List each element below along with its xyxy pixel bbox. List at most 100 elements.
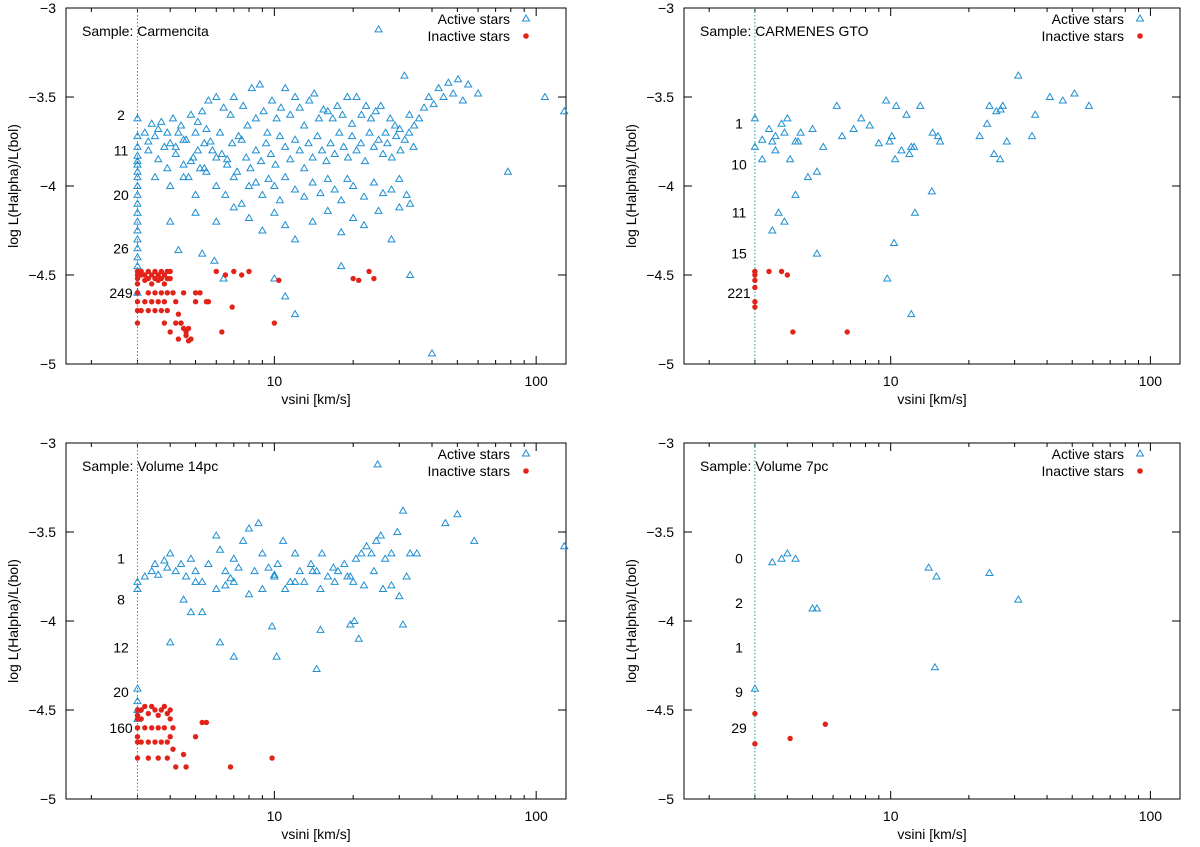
active-star-point	[930, 662, 940, 671]
active-star-point	[336, 195, 346, 204]
inactive-star-point	[178, 320, 184, 326]
active-star-point	[369, 142, 379, 150]
active-star-point	[171, 149, 181, 157]
inactive-star-point	[158, 707, 165, 713]
active-star-point	[796, 128, 806, 136]
active-star-point	[186, 110, 196, 118]
active-star-point	[394, 202, 404, 211]
count-label: 29	[731, 720, 747, 736]
active-star-point	[336, 261, 346, 270]
active-star-point	[150, 131, 160, 140]
inactive-star-point	[752, 268, 758, 275]
inactive-star-point	[246, 268, 252, 275]
active-star-point	[197, 106, 207, 115]
inactive-star-point	[145, 710, 152, 717]
inactive-star-point	[175, 311, 182, 317]
active-star-point	[453, 74, 463, 83]
x-tick-label: 100	[1139, 373, 1163, 389]
active-star-point	[211, 153, 221, 161]
active-star-point	[162, 163, 172, 172]
active-star-point	[193, 145, 203, 154]
inactive-star-point	[155, 725, 161, 731]
active-star-point	[995, 154, 1005, 163]
inactive-star-point	[183, 764, 189, 770]
active-star-point	[750, 684, 760, 692]
inactive-star-point	[142, 272, 148, 278]
active-star-point	[250, 566, 259, 575]
inactive-star-point	[213, 268, 219, 275]
active-star-point	[750, 113, 760, 122]
active-star-point	[275, 131, 285, 140]
active-star-point	[133, 684, 142, 692]
active-star-point	[328, 113, 338, 122]
active-star-point	[559, 106, 569, 115]
active-star-point	[439, 92, 448, 100]
legend-label-active: Active stars	[438, 446, 510, 462]
active-star-point	[229, 652, 239, 660]
active-star-point	[308, 566, 317, 575]
active-star-point	[133, 252, 142, 261]
active-star-point	[998, 101, 1008, 109]
inactive-star-point	[167, 268, 173, 275]
active-star-point	[330, 149, 340, 157]
active-star-point	[232, 167, 242, 175]
legend-marker-active	[1135, 14, 1145, 22]
inactive-star-point	[149, 299, 155, 305]
active-star-point	[345, 620, 355, 628]
active-star-point	[202, 167, 211, 175]
active-star-point	[376, 531, 386, 539]
count-label: 11	[732, 205, 747, 221]
active-star-point	[396, 145, 405, 154]
active-star-point	[133, 172, 142, 181]
inactive-star-point	[164, 290, 171, 296]
inactive-star-point	[134, 320, 141, 326]
active-star-point	[837, 131, 847, 140]
inactive-star-point	[161, 725, 168, 731]
active-star-point	[818, 142, 828, 150]
count-label: 1	[735, 640, 743, 656]
inactive-star-point	[152, 707, 158, 713]
active-star-point	[414, 113, 424, 122]
active-star-point	[400, 135, 410, 143]
active-star-point	[750, 142, 760, 150]
inactive-star-point	[145, 307, 152, 314]
active-star-point	[153, 154, 163, 163]
count-label: 20	[113, 684, 129, 700]
inactive-star-point	[161, 703, 168, 710]
active-star-point	[222, 160, 232, 168]
active-star-point	[935, 137, 945, 145]
active-star-point	[1027, 131, 1037, 140]
active-star-point	[299, 192, 309, 200]
inactive-star-point	[152, 290, 158, 296]
active-star-point	[215, 545, 225, 553]
active-star-point	[133, 199, 142, 207]
active-star-point	[774, 208, 783, 216]
active-star-point	[322, 156, 331, 165]
active-star-point	[269, 570, 279, 578]
active-star-point	[378, 149, 388, 157]
active-star-point	[261, 138, 271, 147]
y-tick-label: −3.5	[28, 89, 56, 105]
active-star-point	[202, 124, 211, 133]
active-star-point	[881, 96, 891, 104]
active-star-point	[323, 206, 333, 214]
active-star-point	[285, 154, 295, 163]
active-star-point	[215, 637, 225, 646]
active-star-point	[316, 188, 325, 197]
active-star-point	[812, 249, 822, 257]
count-label: 2	[735, 595, 743, 611]
active-star-point	[323, 572, 333, 580]
x-tick-label: 100	[524, 373, 548, 389]
active-star-point	[171, 142, 181, 150]
active-star-point	[404, 128, 414, 136]
inactive-star-point	[149, 725, 155, 731]
active-star-point	[211, 531, 221, 539]
active-star-point	[338, 110, 347, 118]
legend-label-inactive: Inactive stars	[428, 463, 510, 479]
active-star-point	[326, 138, 335, 147]
active-star-point	[269, 274, 279, 282]
active-star-point	[343, 153, 353, 161]
active-star-point	[915, 101, 925, 109]
active-star-point	[904, 149, 914, 157]
active-star-point	[780, 128, 789, 136]
